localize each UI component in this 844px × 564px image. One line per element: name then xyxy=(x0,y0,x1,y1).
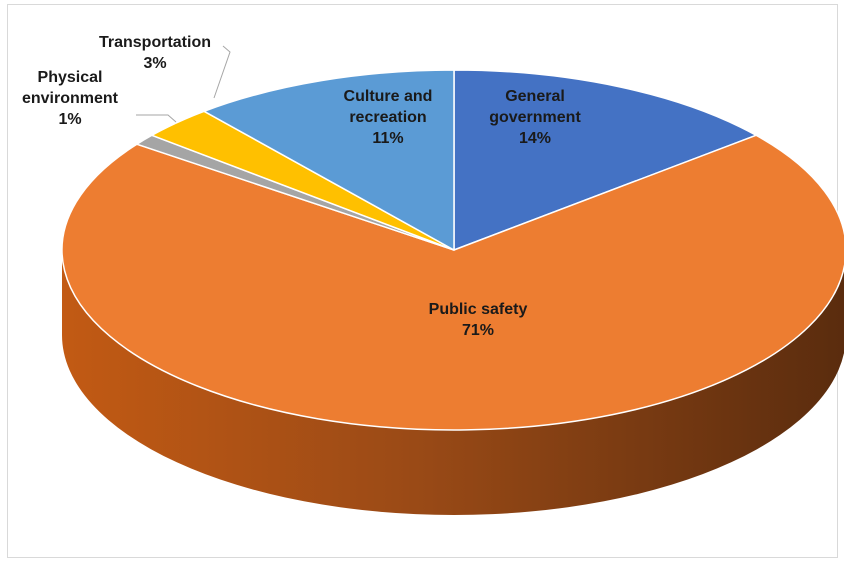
leader-physical-environment xyxy=(136,115,176,122)
data-label-physical-environment: Physical environment 1% xyxy=(22,69,119,128)
data-label-transportation: Transportation 3% xyxy=(99,34,211,72)
leader-transportation xyxy=(214,46,230,98)
pie-tops xyxy=(62,70,844,430)
